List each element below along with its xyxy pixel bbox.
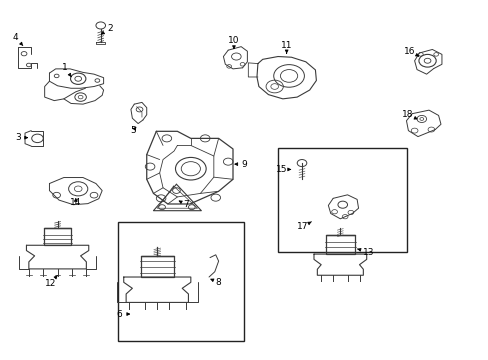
Text: 14: 14 xyxy=(70,198,81,207)
Text: 6: 6 xyxy=(116,310,129,319)
Text: 3: 3 xyxy=(16,133,27,142)
Text: 16: 16 xyxy=(403,47,418,56)
Text: 17: 17 xyxy=(297,222,311,231)
Text: 15: 15 xyxy=(276,165,290,174)
Text: 10: 10 xyxy=(228,36,239,49)
Text: 5: 5 xyxy=(130,126,136,135)
Text: 4: 4 xyxy=(13,33,23,46)
Text: 9: 9 xyxy=(234,159,247,168)
Text: 18: 18 xyxy=(401,110,416,119)
Bar xyxy=(117,222,243,341)
Bar xyxy=(278,148,407,252)
Text: 12: 12 xyxy=(44,276,57,288)
Text: 8: 8 xyxy=(210,278,221,287)
Text: 7: 7 xyxy=(179,200,188,209)
Text: 2: 2 xyxy=(102,24,113,34)
Bar xyxy=(44,228,71,245)
Text: 13: 13 xyxy=(357,248,374,257)
Bar xyxy=(325,235,354,254)
Bar xyxy=(140,256,174,277)
Text: 11: 11 xyxy=(280,41,292,53)
Text: 1: 1 xyxy=(62,63,71,77)
